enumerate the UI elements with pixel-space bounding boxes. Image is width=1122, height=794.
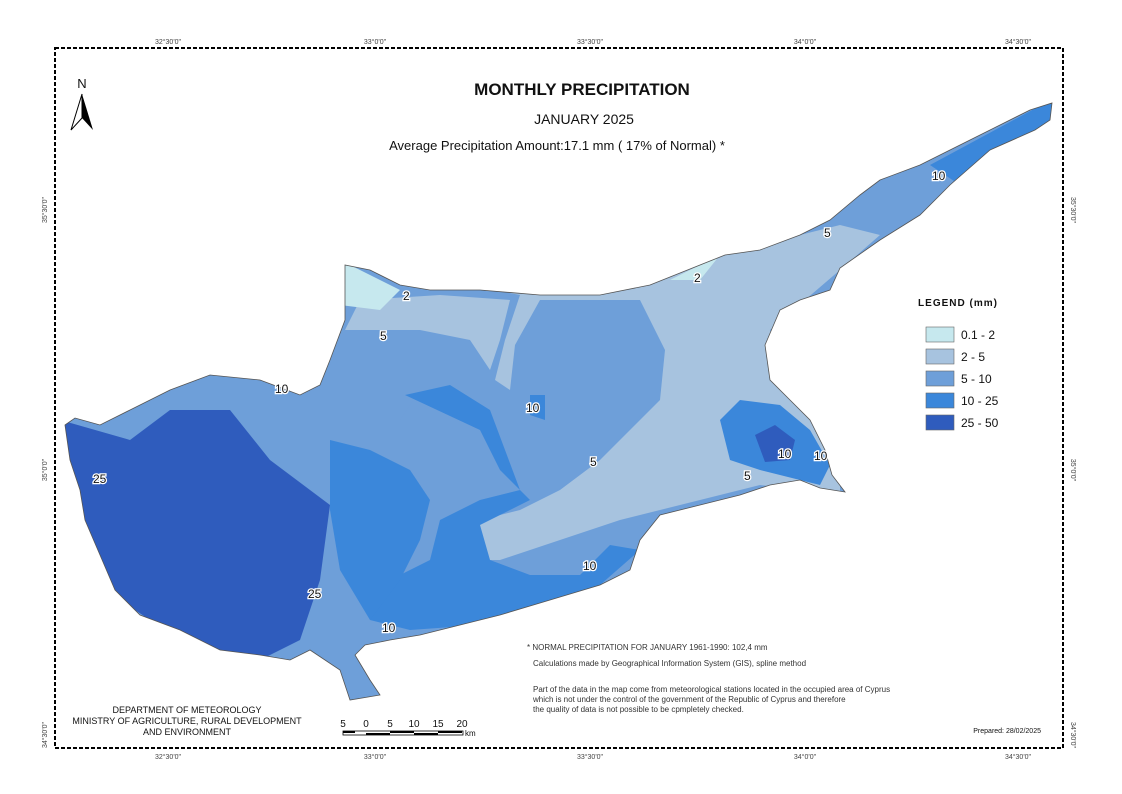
graticule-top: 33°0'0": [364, 38, 387, 46]
legend-title: LEGEND (mm): [918, 298, 998, 309]
graticule-left: 35°30'0": [41, 196, 49, 223]
scale-label: 5: [387, 719, 393, 730]
zone-10-25: [530, 103, 1052, 485]
zone-2-5: [345, 295, 510, 370]
agency: DEPARTMENT OF METEOROLOGY: [112, 705, 261, 715]
graticule-left: 34°30'0": [41, 721, 49, 748]
title: MONTHLY PRECIPITATION: [474, 80, 690, 99]
graticule-top: 33°30'0": [577, 38, 604, 46]
scale-bar-segment: [343, 731, 355, 733]
zone-5-10: [320, 290, 665, 500]
legend-label: 10 - 25: [961, 394, 999, 408]
agency: AND ENVIRONMENT: [143, 727, 232, 737]
contour-label: 10: [814, 449, 828, 463]
contour-label: 5: [824, 226, 831, 240]
graticule-left: 35°0'0": [41, 458, 49, 481]
graticule-labels: 32°30'0" 33°0'0" 33°30'0" 34°0'0" 34°30'0" 32…: [41, 38, 1077, 761]
subtitle: JANUARY 2025: [534, 111, 634, 127]
agency: MINISTRY OF AGRICULTURE, RURAL DEVELOPME…: [72, 716, 302, 726]
map-frame: [54, 47, 1064, 749]
contour-label: 2: [694, 271, 701, 285]
note-disclaimer: the quality of data is not possible to b…: [533, 705, 744, 714]
contour-label: 25: [93, 472, 107, 486]
graticule-bottom: 34°30'0": [1005, 753, 1032, 761]
graticule-bottom: 34°0'0": [794, 753, 817, 761]
note-disclaimer: which is not under the control of the go…: [532, 695, 846, 704]
zone-10-25: [330, 440, 430, 620]
zone-25-50: [755, 425, 795, 462]
graticule-right: 34°30'0": [1069, 722, 1077, 749]
prepared-date: Prepared: 28/02/2025: [973, 728, 1041, 735]
legend-label: 5 - 10: [961, 372, 992, 386]
scale-label: 15: [432, 719, 444, 730]
zone-0.1-2: [330, 255, 720, 310]
island: [65, 103, 1052, 700]
legend-swatch: [925, 392, 955, 409]
contour-label: 10: [778, 447, 792, 461]
north-arrow-right: [82, 94, 93, 130]
legend-label: 25 - 50: [961, 416, 999, 430]
scale-label: 5: [340, 719, 346, 730]
scale-label: 10: [408, 719, 420, 730]
legend-swatch: [925, 414, 955, 431]
note-disclaimer: Part of the data in the map come from me…: [533, 685, 890, 694]
scale-labels: 5 0 5 10 15 20: [340, 719, 468, 730]
zone-2-5: [340, 225, 880, 560]
legend-swatch: [925, 370, 955, 387]
note-method: Calculations made by Geographical Inform…: [533, 659, 806, 668]
contour-label: 5: [744, 469, 751, 483]
scale-bar-segment: [366, 733, 390, 735]
graticule-bottom: 33°30'0": [577, 753, 604, 761]
north-label: N: [77, 76, 86, 91]
scale-bar-segment: [414, 733, 438, 735]
contour-label: 5: [380, 329, 387, 343]
graticule-right: 35°30'0": [1069, 197, 1077, 224]
contour-label: 2: [403, 289, 410, 303]
contour-label: 10: [275, 382, 289, 396]
graticule-bottom: 33°0'0": [364, 753, 387, 761]
contour-label: 10: [932, 169, 946, 183]
graticule-top: 34°30'0": [1005, 38, 1032, 46]
scale-bar: 5 0 5 10 15 20 km: [340, 719, 476, 738]
note-normal: * NORMAL PRECIPITATION FOR JANUARY 1961-…: [527, 643, 768, 652]
contour-label: 25: [308, 587, 322, 601]
scale-label: 20: [456, 719, 468, 730]
graticule-bottom: 32°30'0": [155, 753, 182, 761]
zone-25-50: [65, 410, 330, 660]
north-arrow: N: [70, 76, 93, 131]
legend: 0.1 - 2 2 - 5 5 - 10 10 - 25 25 - 50: [925, 326, 999, 431]
contour-labels: 2 2 5 5 10 10 10 5 5 10 10 25 25 10 10: [92, 168, 947, 637]
graticule-top: 34°0'0": [794, 38, 817, 46]
contour-label: 10: [526, 401, 540, 415]
legend-label: 2 - 5: [961, 350, 985, 364]
legend-label: 0.1 - 2: [961, 328, 995, 342]
contour-label: 5: [590, 455, 597, 469]
north-arrow-left: [70, 93, 83, 131]
contour-label: 10: [382, 621, 396, 635]
graticule-top: 32°30'0": [155, 38, 182, 46]
scale-bar-segment: [438, 731, 462, 733]
average-text: Average Precipitation Amount:17.1 mm ( 1…: [389, 138, 725, 153]
legend-swatch: [925, 348, 955, 365]
scale-label: 0: [363, 719, 369, 730]
contour-label: 10: [583, 559, 597, 573]
scale-bar-segment: [390, 731, 414, 733]
graticule-right: 35°0'0": [1069, 459, 1077, 482]
zone-10-25: [370, 385, 640, 630]
scale-unit: km: [465, 729, 476, 738]
legend-swatch: [925, 326, 955, 343]
